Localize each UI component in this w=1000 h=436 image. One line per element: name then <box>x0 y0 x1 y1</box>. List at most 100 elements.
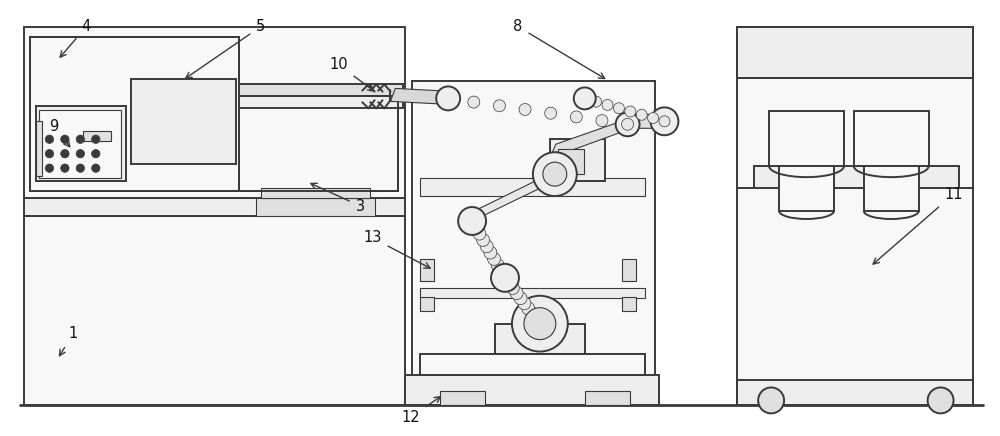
Circle shape <box>648 112 659 123</box>
Bar <box>24 198 405 216</box>
Bar <box>737 381 973 405</box>
Circle shape <box>636 109 647 120</box>
Circle shape <box>436 86 460 110</box>
Polygon shape <box>390 89 452 104</box>
Circle shape <box>45 150 54 158</box>
Bar <box>737 27 973 405</box>
Bar <box>420 259 434 281</box>
Circle shape <box>524 308 556 340</box>
Circle shape <box>530 312 542 325</box>
Bar <box>585 392 630 405</box>
Bar <box>779 166 834 211</box>
Bar <box>622 259 636 281</box>
Bar <box>131 79 236 164</box>
Circle shape <box>506 282 519 294</box>
Bar <box>83 131 111 141</box>
Circle shape <box>76 150 85 158</box>
Circle shape <box>484 246 497 259</box>
Text: 1: 1 <box>59 326 78 356</box>
Circle shape <box>76 135 85 143</box>
Circle shape <box>596 115 608 126</box>
Bar <box>490 354 590 375</box>
Circle shape <box>533 152 577 196</box>
Circle shape <box>92 135 100 143</box>
Circle shape <box>519 103 531 116</box>
Bar <box>405 375 659 405</box>
Circle shape <box>518 297 531 310</box>
Bar <box>239 96 398 191</box>
Circle shape <box>659 116 670 127</box>
Circle shape <box>488 252 500 266</box>
Circle shape <box>477 233 490 246</box>
Circle shape <box>473 227 486 240</box>
Bar <box>754 166 959 188</box>
Circle shape <box>469 221 482 234</box>
Bar <box>239 96 403 109</box>
Circle shape <box>512 296 568 351</box>
Circle shape <box>480 240 493 253</box>
Circle shape <box>495 265 508 278</box>
Bar <box>622 297 636 311</box>
Circle shape <box>543 162 567 186</box>
Bar <box>864 166 919 211</box>
Circle shape <box>442 92 454 104</box>
Polygon shape <box>550 118 630 158</box>
Text: 10: 10 <box>329 57 374 91</box>
Circle shape <box>45 164 54 172</box>
Bar <box>36 106 126 181</box>
Circle shape <box>622 118 634 130</box>
Bar <box>24 216 405 405</box>
Circle shape <box>651 107 678 135</box>
Circle shape <box>491 264 519 292</box>
Bar <box>420 297 434 311</box>
Bar <box>261 188 370 198</box>
Bar <box>239 96 398 191</box>
Circle shape <box>45 135 54 143</box>
Bar <box>412 82 655 405</box>
Circle shape <box>92 164 100 172</box>
Circle shape <box>491 259 504 272</box>
Circle shape <box>92 150 100 158</box>
Bar <box>256 198 375 216</box>
Text: 4: 4 <box>60 19 91 57</box>
Bar <box>30 37 239 191</box>
Circle shape <box>493 100 505 112</box>
Circle shape <box>468 96 480 108</box>
Text: 9: 9 <box>49 119 70 147</box>
Circle shape <box>522 302 535 315</box>
Text: 12: 12 <box>401 397 440 425</box>
Circle shape <box>533 317 546 330</box>
Circle shape <box>570 111 582 123</box>
Text: 8: 8 <box>513 19 605 78</box>
Text: 3: 3 <box>311 183 365 214</box>
Polygon shape <box>462 164 570 226</box>
Bar <box>420 178 645 196</box>
Circle shape <box>545 107 557 119</box>
Circle shape <box>579 93 590 104</box>
Bar <box>30 37 239 191</box>
Circle shape <box>602 99 613 110</box>
Circle shape <box>928 388 954 413</box>
Bar <box>36 121 42 176</box>
Bar <box>769 111 844 166</box>
Polygon shape <box>628 114 667 128</box>
Circle shape <box>616 112 640 136</box>
Bar <box>558 149 584 174</box>
Circle shape <box>574 87 596 109</box>
Bar <box>239 85 403 96</box>
Circle shape <box>61 164 69 172</box>
Circle shape <box>466 215 479 228</box>
Bar <box>737 27 973 78</box>
Bar <box>39 110 121 178</box>
Circle shape <box>499 271 511 284</box>
Text: 5: 5 <box>186 19 265 78</box>
Circle shape <box>613 103 624 114</box>
Circle shape <box>61 135 69 143</box>
Circle shape <box>61 150 69 158</box>
Circle shape <box>526 307 539 320</box>
Bar <box>550 139 605 181</box>
Circle shape <box>514 292 527 305</box>
Bar <box>420 288 645 298</box>
Circle shape <box>502 276 515 290</box>
Bar <box>485 375 595 405</box>
